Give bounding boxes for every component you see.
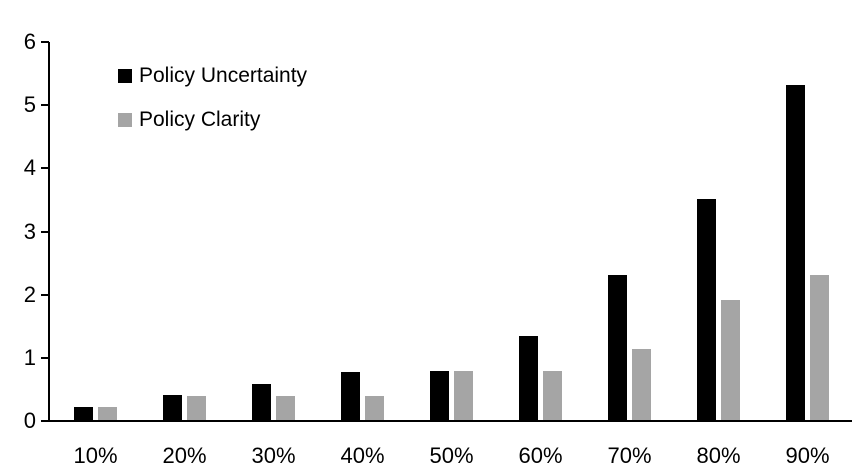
legend-swatch-black-icon bbox=[118, 69, 132, 83]
legend-label-policy-clarity: Policy Clarity bbox=[139, 108, 261, 131]
x-axis-line bbox=[46, 420, 852, 422]
x-tick-label: 50% bbox=[429, 443, 474, 468]
x-tick-label: 90% bbox=[785, 443, 830, 468]
bar-policy-clarity-20% bbox=[187, 396, 206, 420]
bar-policy-uncertainty-30% bbox=[252, 384, 271, 420]
y-tick-mark bbox=[41, 420, 49, 422]
y-tick-label: 4 bbox=[23, 155, 36, 181]
bar-policy-uncertainty-20% bbox=[163, 395, 182, 420]
bar-policy-uncertainty-70% bbox=[608, 275, 627, 420]
bar-policy-clarity-30% bbox=[276, 396, 295, 420]
y-tick-label: 2 bbox=[23, 281, 36, 307]
legend-item-policy-clarity: Policy Clarity bbox=[118, 105, 307, 135]
y-tick-label: 6 bbox=[23, 29, 36, 54]
bar-policy-clarity-10% bbox=[98, 407, 117, 420]
bar-policy-uncertainty-80% bbox=[697, 199, 716, 420]
y-tick-mark bbox=[41, 230, 49, 233]
legend: Policy Uncertainty Policy Clarity bbox=[118, 61, 307, 149]
bar-policy-clarity-60% bbox=[543, 371, 562, 420]
y-tick-label: 3 bbox=[23, 218, 36, 244]
bar-policy-clarity-70% bbox=[632, 349, 651, 420]
bar-policy-uncertainty-10% bbox=[74, 407, 93, 420]
bar-policy-clarity-50% bbox=[454, 371, 473, 420]
legend-label-policy-uncertainty: Policy Uncertainty bbox=[139, 64, 308, 87]
bar-policy-clarity-80% bbox=[721, 300, 740, 420]
x-tick-label: 10% bbox=[73, 443, 118, 468]
y-tick-label: 5 bbox=[23, 92, 36, 118]
x-tick-label: 30% bbox=[251, 443, 296, 468]
bar-policy-uncertainty-50% bbox=[430, 371, 449, 420]
y-tick-label: 0 bbox=[23, 408, 36, 433]
bar-policy-uncertainty-60% bbox=[519, 336, 538, 420]
bar-policy-clarity-40% bbox=[365, 396, 384, 420]
legend-swatch-gray-icon bbox=[118, 113, 132, 127]
x-tick-label: 70% bbox=[607, 443, 652, 468]
y-tick-mark bbox=[41, 356, 49, 359]
x-tick-label: 40% bbox=[340, 443, 385, 468]
x-tick-label: 80% bbox=[696, 443, 741, 468]
bar-policy-uncertainty-40% bbox=[341, 372, 360, 420]
legend-item-policy-uncertainty: Policy Uncertainty bbox=[118, 61, 307, 91]
bar-policy-uncertainty-90% bbox=[786, 85, 805, 420]
x-tick-label: 60% bbox=[518, 443, 563, 468]
y-axis-line bbox=[48, 42, 50, 422]
bar-policy-clarity-90% bbox=[810, 275, 829, 420]
y-tick-mark bbox=[41, 167, 49, 170]
y-tick-label: 1 bbox=[23, 344, 36, 370]
y-tick-mark bbox=[41, 41, 49, 43]
x-tick-label: 20% bbox=[162, 443, 207, 468]
y-tick-mark bbox=[41, 104, 49, 107]
y-tick-mark bbox=[41, 293, 49, 296]
